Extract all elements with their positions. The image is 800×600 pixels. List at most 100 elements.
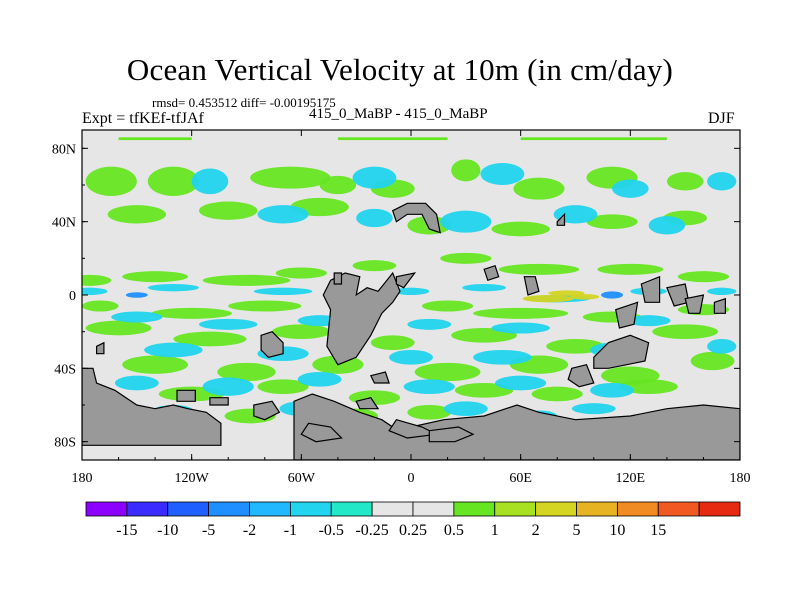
negative-anomaly-patch [626, 315, 671, 327]
negative-anomaly-patch [144, 342, 203, 358]
negative-anomaly-patch [612, 179, 649, 198]
x-tick-label: 60W [288, 471, 316, 486]
colorbar-swatch [657, 501, 700, 517]
stats-text: rmsd= 0.453512 diff= -0.00195175 [152, 95, 336, 110]
positive-anomaly-patch [451, 159, 481, 182]
positive-anomaly-patch [319, 175, 357, 195]
negative-anomaly-patch [571, 403, 616, 415]
land-mass [483, 264, 500, 282]
land-mass [333, 272, 343, 285]
positive-anomaly-patch [272, 324, 331, 339]
strong-positive-patch [570, 294, 600, 300]
negative-anomaly-patch [356, 208, 393, 228]
positive-anomaly-patch [421, 300, 474, 312]
season-label: DJF [708, 110, 735, 127]
positive-anomaly-patch [151, 307, 232, 319]
strong-positive-patch [522, 295, 574, 303]
colorbar-label: 10 [609, 522, 625, 539]
negative-anomaly-patch [111, 311, 163, 323]
positive-anomaly-patch [198, 201, 258, 220]
land-mass [395, 272, 417, 289]
land-mass [176, 389, 196, 402]
colorbar-swatch [289, 501, 332, 517]
land-mass [640, 275, 661, 303]
positive-anomaly-patch [652, 324, 719, 339]
positive-anomaly-patch [666, 172, 704, 191]
positive-anomaly-patch [440, 252, 492, 264]
x-tick-label: 60E [509, 471, 532, 486]
y-tick-label: 80N [52, 142, 76, 157]
positive-anomaly-patch [690, 351, 735, 371]
colorbar-label: 15 [650, 522, 666, 539]
colorbar-swatch [85, 501, 128, 517]
land-mass [593, 334, 650, 369]
negative-anomaly-patch [707, 339, 737, 354]
land-mass [556, 212, 566, 226]
colorbar-label: 1 [491, 522, 499, 539]
polar-band-patch [337, 137, 448, 141]
x-tick-label: 120W [175, 471, 210, 486]
positive-anomaly-patch [498, 263, 580, 275]
land-mass [253, 400, 281, 421]
positive-anomaly-patch [352, 260, 397, 272]
negative-anomaly-patch [707, 172, 737, 191]
negative-anomaly-patch [147, 284, 199, 292]
positive-anomaly-patch [597, 263, 664, 275]
negative-anomaly-patch [440, 210, 492, 233]
colorbar-label: 2 [532, 522, 540, 539]
colorbar-label: -0.5 [319, 522, 344, 539]
positive-anomaly-patch [257, 379, 309, 394]
colorbar-label: 0.25 [399, 522, 427, 539]
land-mass [684, 294, 705, 314]
negative-anomaly-patch [495, 375, 547, 391]
colorbar-swatch [126, 501, 169, 517]
experiment-label: Expt = tfKEf-tfJAf [82, 110, 204, 127]
positive-anomaly-patch [677, 271, 730, 283]
positive-anomaly-patch [250, 166, 331, 189]
axis-ticks: 180 120W 60W 0 60E 120E 180 80N 40N 0 40S 80S [52, 130, 751, 486]
negative-anomaly-patch [352, 166, 397, 189]
x-tick-label: 180 [730, 471, 751, 486]
runs-label: 415_0_MaBP - 415_0_MaBP [309, 106, 488, 122]
x-tick-label: 120E [616, 471, 646, 486]
positive-anomaly-patch [619, 379, 678, 394]
negative-anomaly-patch [473, 350, 532, 365]
colorbar-swatch [576, 501, 618, 517]
land-mass [209, 397, 229, 406]
positive-anomaly-patch [85, 166, 137, 196]
negative-anomaly-patch [491, 322, 550, 334]
land-mass [523, 276, 540, 296]
positive-anomaly-patch [491, 221, 550, 237]
land-mass [355, 397, 380, 410]
negative-anomaly-patch [82, 287, 108, 295]
positive-anomaly-patch [531, 386, 583, 402]
positive-anomaly-patch [122, 355, 189, 374]
land-mass [260, 331, 284, 358]
negative-anomaly-patch [253, 287, 313, 296]
colorbar-swatch [412, 501, 455, 517]
land-mass [391, 202, 441, 234]
positive-anomaly-patch [82, 274, 112, 286]
land-mass [615, 301, 639, 329]
y-tick-label: 40S [54, 362, 76, 377]
colorbar-swatch [208, 501, 250, 517]
negative-anomaly-patch [191, 168, 229, 195]
positive-anomaly-patch [173, 331, 247, 347]
land-mass [428, 426, 475, 443]
positive-anomaly-patch [414, 362, 481, 382]
colorbar-swatch [698, 501, 741, 517]
land-mass [82, 367, 222, 446]
colorbar-swatch [371, 501, 414, 517]
positive-anomaly-patch [546, 339, 605, 354]
positive-anomaly-patch [407, 405, 452, 420]
negative-anomaly-patch [407, 318, 452, 330]
colorbar-swatch [330, 501, 373, 517]
y-tick-label: 40N [52, 216, 76, 231]
positive-anomaly-patch [275, 267, 327, 279]
y-tick-label: 80S [54, 436, 76, 451]
positive-anomaly-patch [370, 335, 415, 350]
positive-anomaly-patch [217, 362, 276, 382]
colorbar-label: 0.5 [444, 522, 464, 539]
polar-band-patch [118, 137, 192, 141]
x-tick-label: 0 [408, 471, 415, 486]
